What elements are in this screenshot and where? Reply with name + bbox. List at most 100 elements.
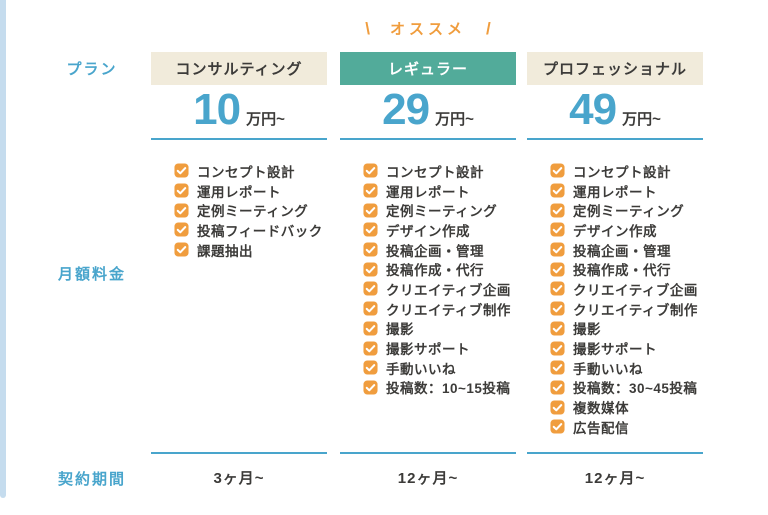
row-label-monthly-fee: 月額料金 xyxy=(57,266,126,283)
contract-period-value: 12ヶ月~ xyxy=(340,452,516,488)
feature-label: 手動いいね xyxy=(386,361,456,377)
plan-column-consulting: コンサルティング 10 万円~ コンセプト設計 運用レポート xyxy=(151,0,327,515)
checkmark-icon xyxy=(550,301,565,316)
feature-item: 撮影 xyxy=(363,319,514,339)
feature-label: クリエイティブ企画 xyxy=(386,282,511,298)
feature-item: 投稿作成・代行 xyxy=(363,259,514,279)
feature-label: コンセプト設計 xyxy=(573,164,671,180)
feature-item: 投稿数：30~45投稿 xyxy=(550,378,701,398)
feature-item: クリエイティブ制作 xyxy=(550,299,701,319)
feature-label: 広告配信 xyxy=(573,420,629,436)
feature-item: 複数媒体 xyxy=(550,397,701,417)
feature-item: 投稿フィードバック xyxy=(174,220,325,240)
checkmark-icon xyxy=(550,380,565,395)
checkmark-icon xyxy=(174,163,189,178)
checkmark-icon xyxy=(174,203,189,218)
checkmark-icon xyxy=(550,203,565,218)
feature-item: 投稿作成・代行 xyxy=(550,259,701,279)
checkmark-icon xyxy=(363,380,378,395)
plan-price: 29 万円~ xyxy=(340,88,516,140)
badge-left-slash: \ xyxy=(365,18,370,38)
checkmark-icon xyxy=(550,183,565,198)
recommended-badge-label: オススメ xyxy=(389,20,466,38)
checkmark-icon xyxy=(363,360,378,375)
feature-label: 撮影 xyxy=(573,322,601,338)
plan-price: 10 万円~ xyxy=(151,88,327,140)
feature-item: 課題抽出 xyxy=(174,240,325,260)
recommended-badge: \ オススメ / xyxy=(340,13,516,43)
feature-label: 撮影サポート xyxy=(386,342,470,358)
feature-item: 撮影 xyxy=(550,319,701,339)
checkmark-icon xyxy=(550,419,565,434)
feature-item: クリエイティブ企画 xyxy=(363,279,514,299)
feature-item: 投稿企画・管理 xyxy=(550,240,701,260)
feature-item: コンセプト設計 xyxy=(550,161,701,181)
checkmark-icon xyxy=(363,183,378,198)
plan-name-header: コンサルティング xyxy=(151,52,327,85)
contract-period-value: 12ヶ月~ xyxy=(527,452,703,488)
checkmark-icon xyxy=(550,281,565,296)
checkmark-icon xyxy=(550,222,565,237)
feature-item: 手動いいね xyxy=(550,358,701,378)
checkmark-icon xyxy=(550,360,565,375)
feature-label: コンセプト設計 xyxy=(197,164,295,180)
plan-column-regular: レギュラー 29 万円~ コンセプト設計 運用レポート xyxy=(340,0,516,515)
plan-column-professional: プロフェッショナル 49 万円~ コンセプト設計 運用レポート xyxy=(527,0,703,515)
checkmark-icon xyxy=(550,242,565,257)
checkmark-icon xyxy=(550,341,565,356)
feature-label: 課題抽出 xyxy=(197,243,253,259)
feature-label: 投稿企画・管理 xyxy=(386,243,484,259)
feature-label: 投稿作成・代行 xyxy=(573,263,671,279)
feature-item: コンセプト設計 xyxy=(174,161,325,181)
contract-period-value: 3ヶ月~ xyxy=(151,452,327,488)
feature-label: 運用レポート xyxy=(573,184,657,200)
feature-item: 運用レポート xyxy=(174,181,325,201)
feature-label: 撮影サポート xyxy=(573,342,657,358)
checkmark-icon xyxy=(363,301,378,316)
checkmark-icon xyxy=(363,321,378,336)
badge-right-slash: / xyxy=(486,18,491,38)
feature-label: 複数媒体 xyxy=(573,401,629,417)
checkmark-icon xyxy=(363,222,378,237)
checkmark-icon xyxy=(550,321,565,336)
feature-item: 定例ミーティング xyxy=(550,200,701,220)
feature-label: 投稿フィードバック xyxy=(197,223,323,239)
feature-label: クリエイティブ企画 xyxy=(573,282,698,298)
feature-item: 撮影サポート xyxy=(550,338,701,358)
price-value: 10 xyxy=(193,85,241,134)
feature-label: クリエイティブ制作 xyxy=(573,302,698,318)
plan-price: 49 万円~ xyxy=(527,88,703,140)
row-label-plan: プラン xyxy=(66,61,118,78)
feature-list: コンセプト設計 運用レポート 定例ミーティング xyxy=(174,161,325,259)
feature-item: 投稿企画・管理 xyxy=(363,240,514,260)
feature-item: 撮影サポート xyxy=(363,338,514,358)
plan-name-header: レギュラー xyxy=(340,52,516,85)
feature-item: デザイン作成 xyxy=(550,220,701,240)
feature-label: 定例ミーティング xyxy=(197,204,309,220)
checkmark-icon xyxy=(363,262,378,277)
price-value: 29 xyxy=(382,85,430,134)
feature-label: 定例ミーティング xyxy=(386,204,498,220)
feature-label: 投稿数：10~15投稿 xyxy=(386,381,511,397)
checkmark-icon xyxy=(550,163,565,178)
feature-label: デザイン作成 xyxy=(386,223,470,239)
feature-label: コンセプト設計 xyxy=(386,164,484,180)
feature-list: コンセプト設計 運用レポート 定例ミーティング xyxy=(363,161,514,397)
checkmark-icon xyxy=(363,163,378,178)
feature-item: 投稿数：10~15投稿 xyxy=(363,378,514,398)
checkmark-icon xyxy=(174,222,189,237)
feature-label: クリエイティブ制作 xyxy=(386,302,511,318)
checkmark-icon xyxy=(363,203,378,218)
price-unit: 万円~ xyxy=(622,111,661,128)
feature-item: クリエイティブ企画 xyxy=(550,279,701,299)
checkmark-icon xyxy=(550,400,565,415)
checkmark-icon xyxy=(363,341,378,356)
plan-name-header: プロフェッショナル xyxy=(527,52,703,85)
checkmark-icon xyxy=(363,242,378,257)
price-value: 49 xyxy=(569,85,617,134)
checkmark-icon xyxy=(363,281,378,296)
feature-item: 定例ミーティング xyxy=(174,200,325,220)
page-edge-strip xyxy=(0,0,6,498)
price-unit: 万円~ xyxy=(246,111,285,128)
